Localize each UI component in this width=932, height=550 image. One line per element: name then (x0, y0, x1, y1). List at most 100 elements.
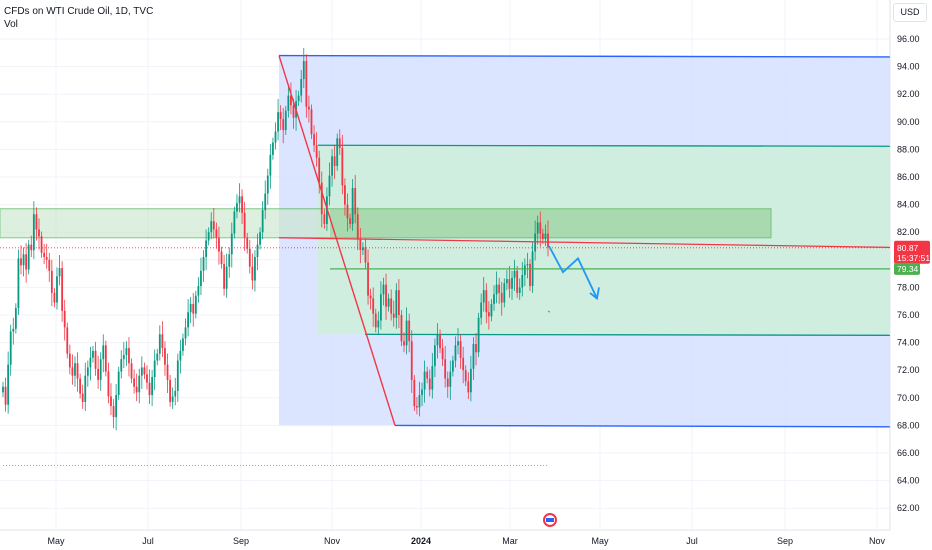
candle-body (336, 138, 339, 166)
candle-body (382, 284, 385, 295)
candle-body (97, 368, 100, 380)
candle-body (68, 353, 71, 368)
candle-body (444, 359, 447, 379)
candle-body (174, 390, 177, 397)
candle-body (251, 266, 254, 281)
candle-body (71, 367, 74, 376)
x-tick-label: Nov (869, 536, 886, 546)
candle-body (351, 188, 354, 224)
candle-body (86, 367, 89, 376)
candle-body (359, 239, 362, 251)
candle-body (308, 106, 310, 110)
candle-body (104, 345, 107, 372)
candle-body (390, 298, 393, 314)
candle-body (395, 290, 398, 318)
candle-body (410, 341, 413, 380)
currency-button[interactable]: USD (893, 3, 927, 22)
candle-body (176, 360, 179, 391)
candle-body (182, 338, 184, 351)
candle-body (187, 312, 189, 328)
candle-body (143, 367, 146, 375)
candle-body (153, 360, 156, 378)
candle-body (138, 375, 141, 393)
candle-body (27, 244, 30, 270)
candle-body (120, 359, 123, 372)
candle-body (349, 218, 351, 224)
candle-body (328, 175, 331, 197)
candle-body (485, 290, 488, 313)
candle-body (544, 233, 547, 240)
candle-body (472, 343, 475, 369)
candle-body (454, 345, 457, 361)
support-price-value: 79.34 (897, 264, 919, 274)
wedge-down-line (278, 55, 396, 426)
candle-body (498, 284, 501, 293)
candle-body (2, 386, 4, 393)
candle-body (207, 232, 210, 241)
candle-body (462, 357, 465, 371)
candle-body (261, 210, 264, 233)
y-tick-label: 90.00 (897, 117, 920, 127)
candle-body (151, 377, 154, 396)
x-tick-label: Jul (142, 536, 154, 546)
candle-body (477, 317, 480, 353)
candle-body (197, 286, 200, 296)
y-tick-label: 64.00 (897, 476, 920, 486)
candle-body (467, 381, 470, 393)
x-tick-label: May (591, 536, 609, 546)
candle-body (99, 359, 102, 380)
candle-body (495, 284, 498, 295)
candle-body (228, 254, 231, 267)
candle-body (277, 112, 279, 132)
candle-body (50, 270, 53, 293)
candle-body (282, 119, 285, 131)
forecast-tick-mark (547, 310, 551, 313)
candle-body (505, 279, 508, 284)
candle-body (523, 265, 526, 275)
candle-body (92, 350, 94, 358)
candle-body (310, 109, 313, 135)
candle-body (210, 221, 213, 233)
candle-body (218, 237, 220, 252)
candle-body (200, 270, 202, 287)
candle-body (305, 61, 308, 107)
candle-body (243, 212, 246, 238)
x-tick-label: Nov (324, 536, 341, 546)
x-tick-label: Sep (233, 536, 249, 546)
candle-body (279, 112, 282, 120)
candle-body (297, 95, 300, 102)
candle-body (459, 341, 462, 358)
candle-body (364, 247, 367, 263)
candle-body (338, 138, 341, 149)
candle-body (38, 229, 40, 237)
candle-body (192, 303, 195, 314)
candle-body (372, 298, 375, 314)
candle-body (413, 379, 416, 407)
y-tick-label: 94.00 (897, 62, 920, 72)
candle-body (133, 378, 136, 387)
candle-body (508, 279, 511, 289)
candle-body (331, 156, 333, 176)
candle-body (346, 204, 349, 219)
candle-body (233, 211, 236, 234)
candle-body (48, 259, 51, 271)
y-tick-label: 76.00 (897, 310, 920, 320)
candle-body (513, 270, 516, 278)
candle-body (400, 315, 403, 342)
candle-body (421, 389, 423, 396)
y-tick-label: 88.00 (897, 144, 920, 154)
candle-body (81, 393, 84, 402)
candle-body (112, 406, 115, 418)
candle-body (122, 355, 125, 360)
candle-body (259, 232, 261, 245)
candle-body (74, 363, 76, 376)
candle-body (423, 371, 426, 390)
candle-body (40, 236, 43, 253)
candle-body (480, 302, 483, 318)
candle-body (14, 308, 17, 329)
candle-body (487, 312, 490, 317)
candles (2, 47, 549, 431)
